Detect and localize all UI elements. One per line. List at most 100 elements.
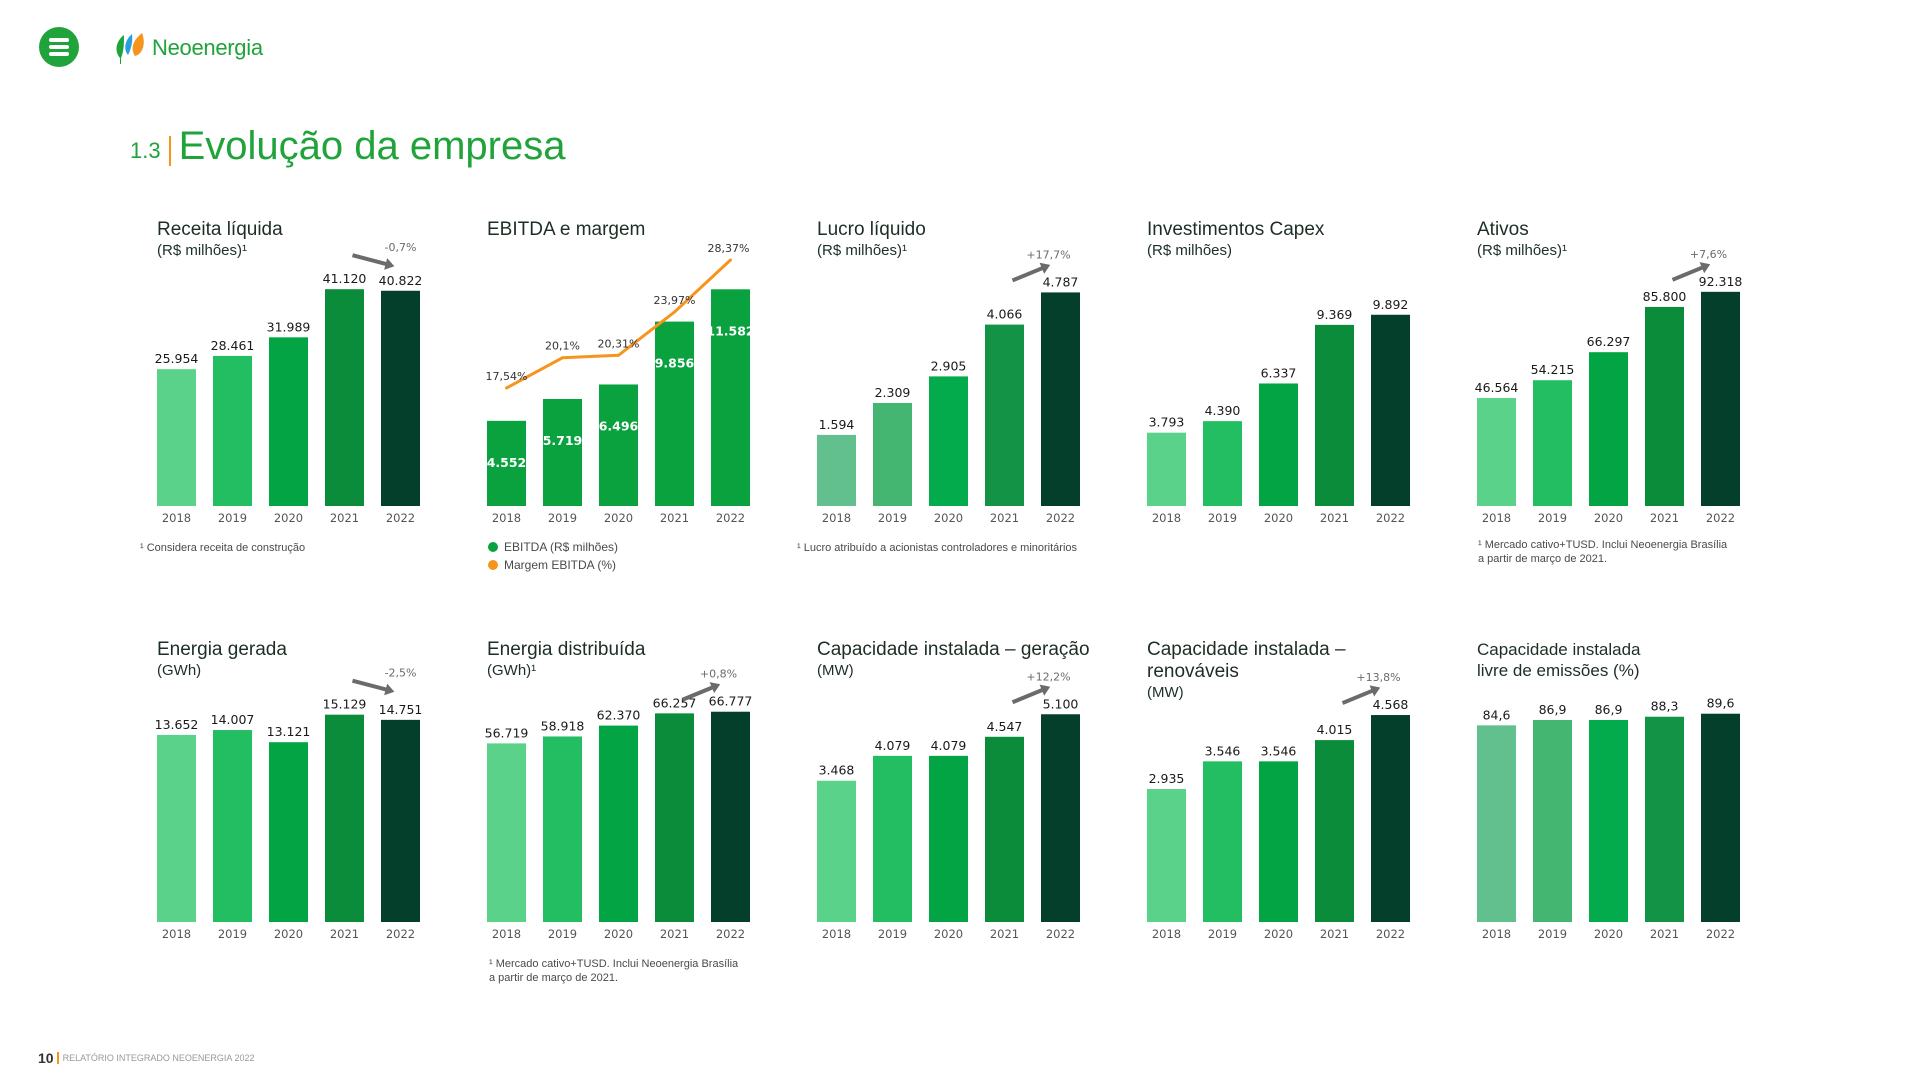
trend-arrow-icon xyxy=(709,682,721,694)
x-tick-label: 2018 xyxy=(162,927,191,941)
chart-lucro: 1.594 2018 2.309 2019 2.905 2020 4.066 2021 4.78… xyxy=(817,248,1080,525)
neoenergia-leaves-logo-icon xyxy=(116,33,144,64)
x-tick-label: 2021 xyxy=(660,927,689,941)
margin-value-label: 17,54% xyxy=(486,370,528,383)
chart-subtitle-cap-geracao: (MW) xyxy=(817,662,854,679)
chart-title-cap-geracao: Capacidade instalada – geração xyxy=(817,639,1090,660)
legend-swatch-green xyxy=(488,542,498,552)
bar-2019 xyxy=(873,755,912,922)
x-tick-label: 2020 xyxy=(274,927,303,941)
x-tick-label: 2018 xyxy=(1152,511,1181,525)
x-tick-label: 2018 xyxy=(492,927,521,941)
chart-energia-distribuida: 56.719201858.918201962.370202066.2572021… xyxy=(485,668,753,941)
trend-arrow-shaft xyxy=(1011,264,1048,283)
trend-arrow-shaft xyxy=(1341,687,1378,705)
change-label: +0,8% xyxy=(700,668,737,681)
x-tick-label: 2019 xyxy=(1538,511,1567,525)
trend-arrow-shaft xyxy=(1671,263,1708,282)
x-tick-label: 2019 xyxy=(878,511,907,525)
bar-2021 xyxy=(1645,716,1684,922)
bar-2019 xyxy=(1203,421,1242,506)
chart-receita: 25.954 2018 28.461 2019 31.989 2020 41.120 2021… xyxy=(155,241,423,525)
chart-cap-renovaveis: 2.935 2018 3.546 2019 3.546 2020 4.015 2021 4.56… xyxy=(1147,671,1410,941)
legend-item-ebitda: EBITDA (R$ milhões) xyxy=(488,538,618,556)
x-tick-label: 2021 xyxy=(330,511,359,525)
chart-title-receita: Receita líquida xyxy=(157,219,283,240)
bar-2020 xyxy=(599,384,638,506)
change-label: +12,2% xyxy=(1026,670,1070,683)
bar-value-label: 3.793 xyxy=(1149,415,1185,430)
x-tick-label: 2021 xyxy=(990,511,1019,525)
brand-logo[interactable]: Neoenergia xyxy=(112,30,263,66)
bar-value-label: 5.100 xyxy=(1043,696,1079,711)
x-tick-label: 2019 xyxy=(1538,927,1567,941)
bar-value-label: 86,9 xyxy=(1595,702,1623,717)
bar-2021 xyxy=(1315,740,1354,922)
x-tick-label: 2019 xyxy=(548,927,577,941)
bar-value-label: 15.129 xyxy=(323,697,367,712)
chart-subtitle-lucro: (R$ milhões)¹ xyxy=(817,242,908,259)
margin-point xyxy=(729,258,732,262)
bar-2020 xyxy=(1589,719,1628,922)
chart-subtitle-receita: (R$ milhões)¹ xyxy=(157,242,248,259)
bar-2020 xyxy=(599,725,638,922)
bar-value-label: 9.856 xyxy=(655,356,695,371)
x-tick-label: 2020 xyxy=(934,511,963,525)
bar-value-label: 5.719 xyxy=(543,433,583,448)
title-divider xyxy=(168,136,171,166)
bar-2021 xyxy=(325,714,364,922)
x-tick-label: 2022 xyxy=(386,927,415,941)
margin-value-label: 20,1% xyxy=(545,340,580,353)
bar-2021 xyxy=(655,321,694,506)
bar-2018 xyxy=(157,734,196,922)
x-tick-label: 2019 xyxy=(218,511,247,525)
margin-point xyxy=(561,356,564,360)
trend-arrow-shaft xyxy=(681,683,718,702)
bar-value-label: 28.461 xyxy=(211,338,255,353)
bar-2021 xyxy=(655,713,694,922)
x-tick-label: 2022 xyxy=(1706,927,1735,941)
bar-value-label: 2.935 xyxy=(1149,771,1185,786)
bar-value-label: 6.496 xyxy=(599,418,639,433)
footnote-receita: ¹ Considera receita de construção xyxy=(140,542,306,554)
bar-2022 xyxy=(1701,291,1740,506)
bar-value-label: 31.989 xyxy=(267,319,311,334)
bar-2019 xyxy=(213,730,252,922)
x-tick-label: 2019 xyxy=(1208,511,1237,525)
bar-value-label: 6.337 xyxy=(1261,365,1297,380)
menu-button[interactable] xyxy=(39,27,79,67)
bar-value-label: 84,6 xyxy=(1483,707,1511,722)
footnote-lucro: ¹ Lucro atribuído a acionistas controlad… xyxy=(797,542,1078,554)
bar-2022 xyxy=(711,289,750,506)
bar-value-label: 9.369 xyxy=(1317,307,1353,322)
bar-2018 xyxy=(487,743,526,922)
bar-2022 xyxy=(1701,713,1740,922)
x-tick-label: 2021 xyxy=(1320,927,1349,941)
x-tick-label: 2020 xyxy=(1594,511,1623,525)
bar-value-label: 3.546 xyxy=(1261,743,1297,758)
bar-2019 xyxy=(873,402,912,506)
chart-title-cap-livre: Capacidade instalada xyxy=(1477,640,1641,659)
margin-value-label: 23,97% xyxy=(654,294,696,307)
bar-2018 xyxy=(487,420,526,506)
footnote-energia-distribuida: ¹ Mercado cativo+TUSD. Inclui Neoenergia… xyxy=(489,957,738,985)
x-tick-label: 2020 xyxy=(1594,927,1623,941)
chart-subtitle-ativos: (R$ milhões)¹ xyxy=(1477,242,1568,259)
bar-2022 xyxy=(1041,714,1080,922)
chart-ativos: 46.564 2018 54.215 2019 66.297 2020 85.800 2021… xyxy=(1475,248,1743,525)
x-tick-label: 2018 xyxy=(822,511,851,525)
x-tick-label: 2022 xyxy=(1706,511,1735,525)
hamburger-line xyxy=(49,52,69,56)
bar-2019 xyxy=(1203,761,1242,922)
bar-2018 xyxy=(1477,397,1516,506)
x-tick-label: 2022 xyxy=(1376,927,1405,941)
x-tick-label: 2022 xyxy=(1046,511,1075,525)
bar-value-label: 4.066 xyxy=(987,307,1023,322)
x-tick-label: 2020 xyxy=(1264,511,1293,525)
footnote-line: a partir de março de 2021. xyxy=(1478,553,1608,565)
bar-2018 xyxy=(1477,725,1516,922)
bar-2018 xyxy=(817,434,856,506)
bar-value-label: 66.777 xyxy=(709,694,753,709)
bar-value-label: 56.719 xyxy=(485,725,529,740)
bar-value-label: 58.918 xyxy=(541,718,585,733)
